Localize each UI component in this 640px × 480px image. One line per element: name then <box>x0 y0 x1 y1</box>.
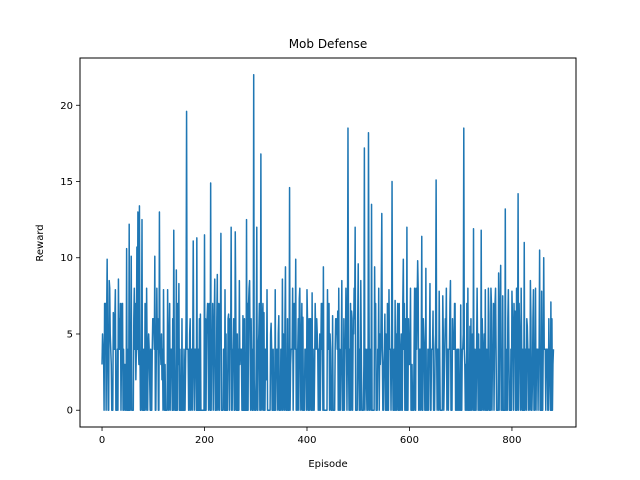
axes-frame <box>79 57 577 428</box>
y-tick-label: 10 <box>60 253 73 264</box>
x-tick-label: 400 <box>297 435 316 446</box>
x-tick-label: 600 <box>400 435 419 446</box>
x-axis-label: Episode <box>308 459 347 470</box>
chart-title: Mob Defense <box>289 37 368 51</box>
plot-area <box>101 74 555 411</box>
series-line-reward <box>101 74 555 411</box>
x-tick-label: 800 <box>502 435 521 446</box>
x-tick-label: 200 <box>195 435 214 446</box>
y-tick-label: 5 <box>67 329 73 340</box>
y-axis-label: Reward <box>35 224 46 261</box>
y-tick-label: 20 <box>60 101 73 112</box>
y-tick-label: 15 <box>60 177 73 188</box>
y-tick-label: 0 <box>67 406 73 417</box>
x-tick-label: 0 <box>99 435 105 446</box>
y-axis-ticks: 0 5 10 15 20 <box>60 101 80 417</box>
x-axis-ticks: 0 200 400 600 800 <box>99 427 521 446</box>
